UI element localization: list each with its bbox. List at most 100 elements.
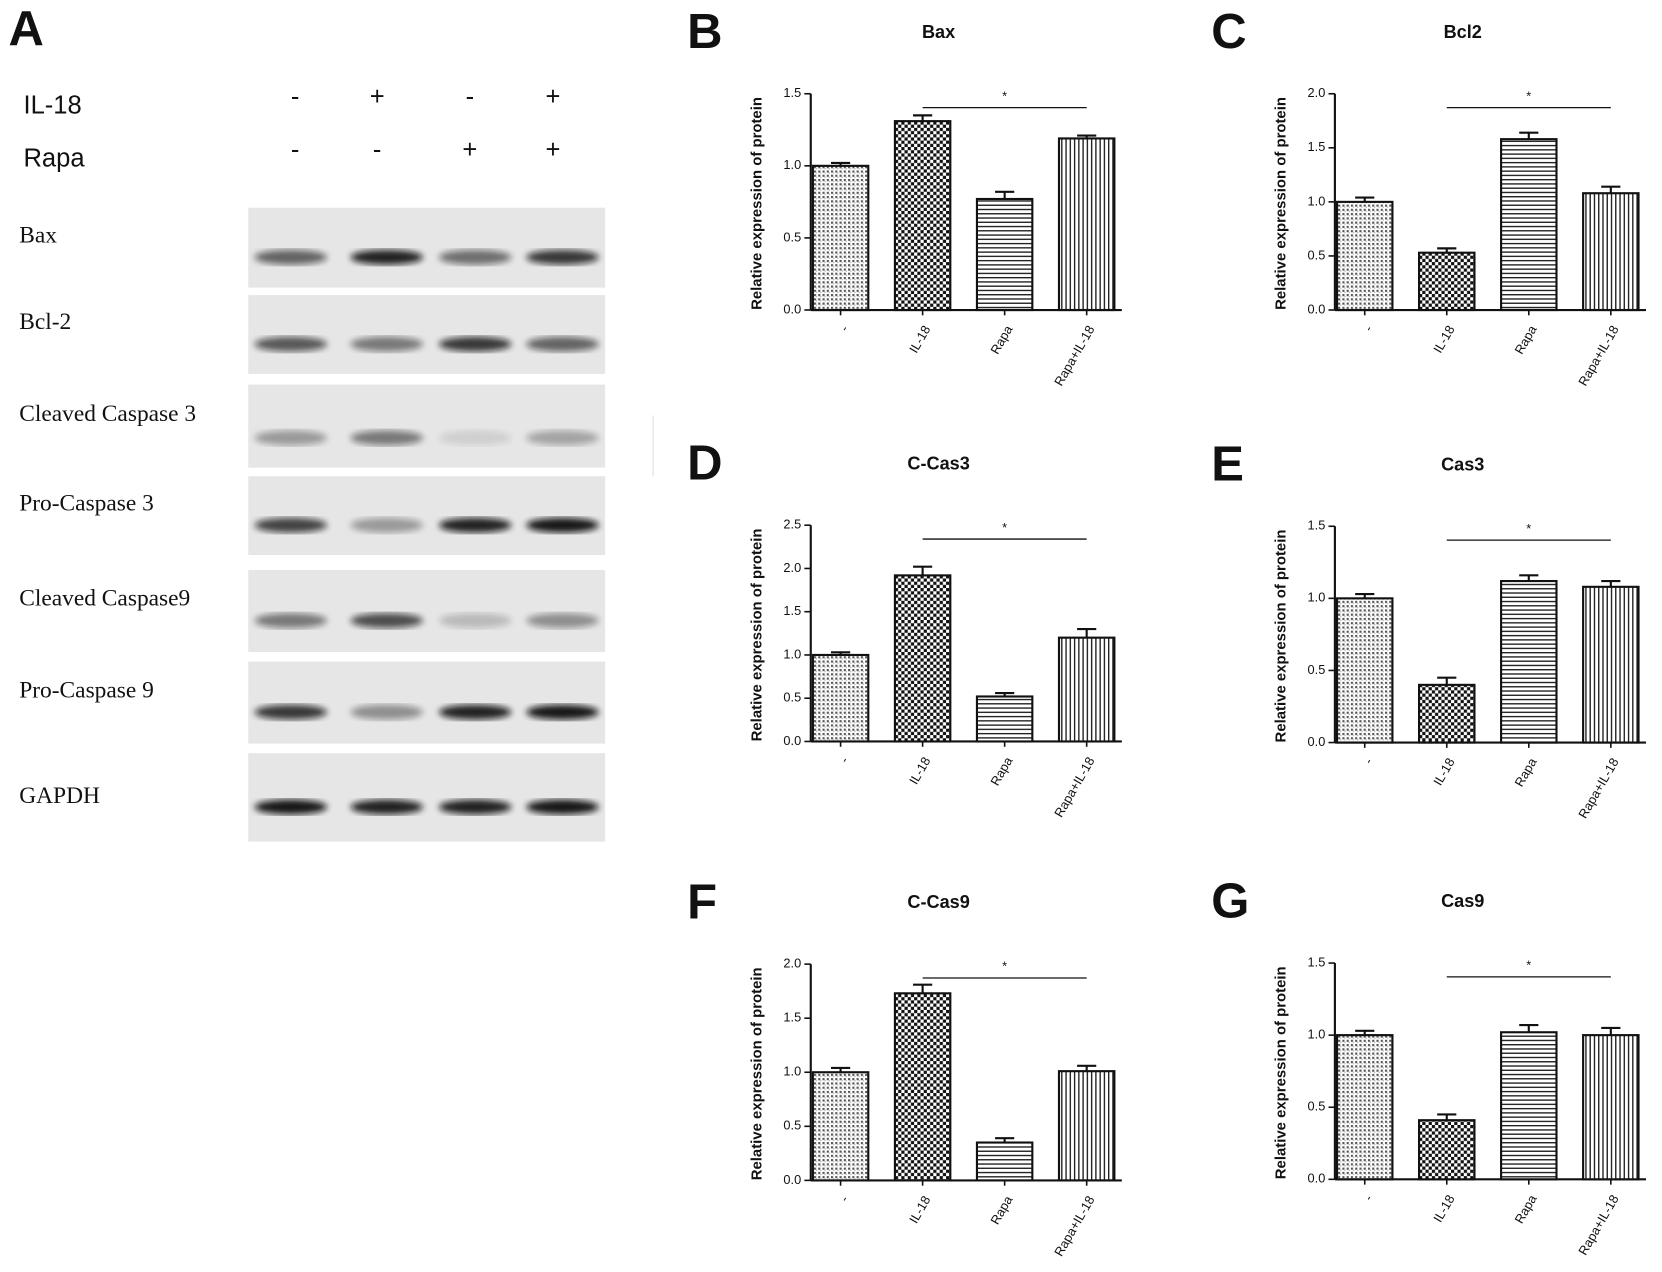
bar: [975, 197, 1034, 312]
chart-title: C-Cas9: [907, 892, 969, 912]
blot-band: [254, 613, 328, 629]
blot-row-label: Bcl-2: [19, 309, 71, 335]
condition-sign: +: [545, 136, 560, 164]
y-tick-label: 0.0: [783, 733, 801, 748]
x-tick-label: Rapa: [987, 322, 1016, 357]
blot-strip: [248, 384, 606, 468]
x-tick-label: IL-18: [1430, 1192, 1458, 1225]
blot-band: [350, 799, 423, 815]
bar: [893, 120, 952, 312]
x-tick-label: -: [1360, 755, 1375, 766]
blot-strip: [248, 661, 606, 744]
x-tick-label: -: [1360, 1192, 1375, 1203]
panel-letter: A: [9, 2, 44, 56]
y-tick-label: 0.0: [783, 1172, 801, 1187]
condition-sign: +: [545, 83, 560, 111]
blot-strip: [248, 476, 606, 556]
condition-sign: -: [291, 83, 300, 111]
x-tick-label: IL-18: [906, 323, 934, 356]
y-tick-label: 1.0: [783, 646, 801, 661]
panel-letter: D: [687, 437, 722, 491]
x-tick-label: Rapa+IL-18: [1575, 1192, 1622, 1258]
y-tick-label: 1.5: [783, 603, 801, 618]
blot-band: [438, 799, 512, 815]
blot-band: [438, 704, 512, 720]
x-tick-label: Rapa: [987, 1192, 1016, 1227]
blot-band: [526, 336, 599, 352]
blot-band: [350, 704, 423, 720]
blot-band: [526, 517, 599, 533]
bar: [1057, 137, 1116, 312]
bar: [975, 1141, 1034, 1182]
blot-band: [526, 613, 599, 629]
blot-strip: [248, 207, 606, 288]
bar: [1582, 192, 1640, 312]
x-tick-label: Rapa: [1511, 322, 1540, 357]
condition-sign: +: [370, 83, 385, 111]
blot-band: [438, 249, 512, 265]
y-tick-label: 1.0: [1308, 590, 1326, 605]
bar: [1582, 1034, 1640, 1181]
y-tick-label: 1.5: [1308, 139, 1326, 154]
y-axis-label: Relative expression of protein: [1274, 966, 1290, 1179]
x-tick-label: IL-18: [1430, 323, 1458, 356]
y-axis-label: Relative expression of protein: [749, 97, 765, 310]
bar: [1500, 579, 1558, 744]
panel-letter: B: [687, 5, 722, 59]
y-tick-label: 2.0: [783, 955, 801, 970]
bar: [1335, 200, 1394, 312]
blot-band: [438, 336, 512, 352]
blot-row-label: Pro-Caspase 9: [19, 677, 154, 703]
x-tick-label: Rapa+IL-18: [1575, 755, 1622, 821]
x-tick-label: IL-18: [906, 1193, 934, 1226]
condition-sign: -: [373, 136, 382, 164]
blot-row-label: Pro-Caspase 3: [19, 490, 154, 516]
significance-star: *: [1526, 88, 1531, 103]
y-tick-label: 0.5: [1308, 662, 1326, 677]
y-tick-label: 0.5: [1308, 1099, 1326, 1114]
blot-band: [526, 799, 599, 815]
chart-title: Bax: [922, 22, 955, 42]
x-tick-label: Rapa: [1511, 1191, 1540, 1226]
blot-row-label: Bax: [19, 222, 57, 248]
blot-band: [350, 249, 423, 265]
x-tick-label: IL-18: [906, 754, 934, 787]
x-tick-label: Rapa+IL-18: [1051, 754, 1098, 820]
bar: [893, 574, 952, 743]
blot-row-label: Cleaved Caspase 3: [19, 401, 196, 427]
blot-strip: [248, 569, 606, 652]
chart-title: Bcl2: [1444, 22, 1482, 42]
y-tick-label: 0.0: [1308, 734, 1326, 749]
x-tick-label: Rapa+IL-18: [1051, 323, 1098, 389]
blot-band: [526, 249, 599, 265]
significance-star: *: [1002, 88, 1007, 103]
blot-band: [350, 430, 423, 446]
bar: [975, 695, 1034, 743]
blot-band: [350, 336, 423, 352]
chart-title: C-Cas3: [907, 453, 969, 473]
condition-sign: -: [466, 83, 475, 111]
blot-band: [350, 613, 423, 629]
bar: [1335, 597, 1394, 744]
panel-letter: C: [1211, 5, 1246, 59]
y-tick-label: 1.0: [1308, 193, 1326, 208]
y-tick-label: 0.0: [1308, 1171, 1326, 1186]
bar: [1500, 138, 1558, 312]
x-tick-label: -: [836, 754, 851, 765]
blot-band: [350, 517, 423, 533]
y-tick-label: 0.5: [783, 229, 801, 244]
x-tick-label: Rapa: [987, 753, 1016, 788]
y-tick-label: 0.5: [783, 690, 801, 705]
bar: [1582, 585, 1640, 744]
y-tick-label: 1.5: [783, 1010, 801, 1025]
blot-band: [254, 430, 328, 446]
bar: [811, 653, 870, 743]
panel-letter: E: [1211, 438, 1244, 492]
blot-band: [438, 430, 512, 446]
blot-band: [254, 704, 328, 720]
blot-strip: [248, 753, 606, 842]
y-tick-label: 1.0: [1308, 1027, 1326, 1042]
y-tick-label: 2.0: [783, 560, 801, 575]
significance-star: *: [1526, 958, 1531, 973]
